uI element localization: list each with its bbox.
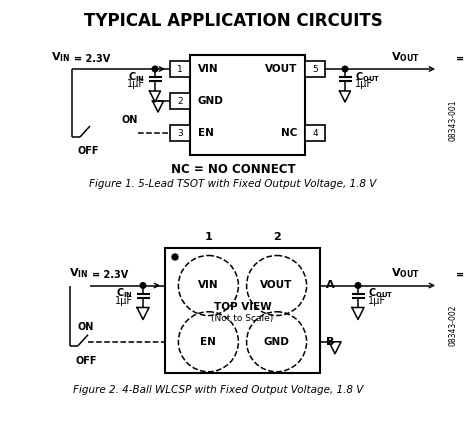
Bar xyxy=(305,125,325,141)
Bar xyxy=(305,61,325,77)
Text: B: B xyxy=(326,337,335,347)
Circle shape xyxy=(172,254,178,260)
Text: = 1.8V: = 1.8V xyxy=(456,54,466,64)
Text: A: A xyxy=(326,280,335,290)
Circle shape xyxy=(140,283,146,288)
Text: 08343-002: 08343-002 xyxy=(448,305,458,346)
Text: ON: ON xyxy=(122,115,138,125)
Text: $\mathbf{V_{OUT}}$: $\mathbf{V_{OUT}}$ xyxy=(391,267,420,280)
Text: 2: 2 xyxy=(177,96,183,105)
Text: $\mathbf{C_{IN}}$: $\mathbf{C_{IN}}$ xyxy=(116,286,133,300)
Text: VOUT: VOUT xyxy=(260,280,293,290)
Bar xyxy=(170,61,190,77)
Text: = 1.8V: = 1.8V xyxy=(456,270,466,280)
Text: EN: EN xyxy=(200,337,216,347)
Text: GND: GND xyxy=(264,337,289,347)
Text: $\mathbf{V_{IN}}$: $\mathbf{V_{IN}}$ xyxy=(51,50,70,64)
Text: TYPICAL APPLICATION CIRCUITS: TYPICAL APPLICATION CIRCUITS xyxy=(83,12,383,30)
Text: $\mathbf{V_{IN}}$: $\mathbf{V_{IN}}$ xyxy=(69,267,88,280)
Bar xyxy=(190,55,305,155)
Text: Figure 2. 4-Ball WLCSP with Fixed Output Voltage, 1.8 V: Figure 2. 4-Ball WLCSP with Fixed Output… xyxy=(73,385,363,395)
Text: 1μF: 1μF xyxy=(127,79,145,89)
Text: 1μF: 1μF xyxy=(115,295,133,305)
Text: 2: 2 xyxy=(273,232,281,242)
Text: ON: ON xyxy=(78,322,94,332)
Text: 4: 4 xyxy=(312,128,318,137)
Text: = 2.3V: = 2.3V xyxy=(92,270,128,280)
Text: 5: 5 xyxy=(312,64,318,73)
Text: $\mathbf{C_{OUT}}$: $\mathbf{C_{OUT}}$ xyxy=(368,286,393,300)
Text: VIN: VIN xyxy=(198,280,219,290)
Text: GND: GND xyxy=(198,96,224,106)
Text: = 2.3V: = 2.3V xyxy=(74,54,110,64)
Text: 3: 3 xyxy=(177,128,183,137)
Text: (Not to Scale): (Not to Scale) xyxy=(212,314,274,323)
Bar xyxy=(170,125,190,141)
Text: NC = NO CONNECT: NC = NO CONNECT xyxy=(171,163,295,176)
Text: 1μF: 1μF xyxy=(368,295,386,305)
Text: Figure 1. 5-Lead TSOT with Fixed Output Voltage, 1.8 V: Figure 1. 5-Lead TSOT with Fixed Output … xyxy=(89,179,377,189)
Text: OFF: OFF xyxy=(78,146,100,156)
Text: $\mathbf{C_{IN}}$: $\mathbf{C_{IN}}$ xyxy=(128,70,145,84)
Circle shape xyxy=(342,66,348,72)
Text: EN: EN xyxy=(198,128,214,138)
Circle shape xyxy=(355,283,361,288)
Text: 1: 1 xyxy=(205,232,212,242)
Text: VIN: VIN xyxy=(198,64,219,74)
Text: TOP VIEW: TOP VIEW xyxy=(213,302,271,311)
Circle shape xyxy=(152,66,158,72)
Text: OFF: OFF xyxy=(76,356,97,366)
Text: $\mathbf{C_{OUT}}$: $\mathbf{C_{OUT}}$ xyxy=(355,70,380,84)
Bar xyxy=(165,248,320,373)
Text: 1μF: 1μF xyxy=(355,79,373,89)
Text: 08343-001: 08343-001 xyxy=(448,99,458,141)
Text: NC: NC xyxy=(281,128,297,138)
Bar xyxy=(170,93,190,109)
Text: VOUT: VOUT xyxy=(265,64,297,74)
Text: 1: 1 xyxy=(177,64,183,73)
Text: $\mathbf{V_{OUT}}$: $\mathbf{V_{OUT}}$ xyxy=(391,50,420,64)
